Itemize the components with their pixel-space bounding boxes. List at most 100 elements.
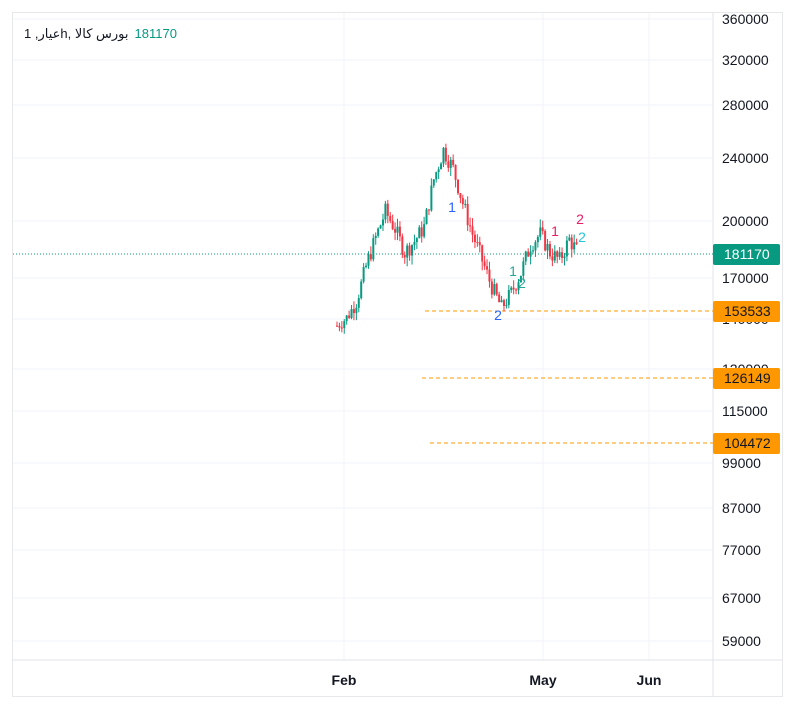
candle-body [423, 224, 426, 237]
candle-body [498, 294, 501, 303]
candle-body [367, 254, 370, 266]
candle-body [488, 269, 491, 282]
y-tick-label: 59000 [722, 633, 761, 649]
candle-body [510, 287, 513, 291]
price-level-tag [713, 301, 780, 322]
candle-body [403, 254, 406, 258]
candle-body [372, 238, 375, 260]
y-tick-label: 99000 [722, 455, 761, 471]
wave-label: 2 [494, 307, 502, 323]
y-tick-label: 280000 [722, 97, 769, 113]
y-tick-label: 170000 [722, 270, 769, 286]
candle-body [374, 235, 377, 239]
candle-body [568, 237, 571, 241]
candle-body [561, 252, 564, 258]
x-tick-label: May [529, 672, 556, 688]
chart-legend: عیار, 1h, بورس کالا 181170 [24, 26, 177, 42]
chart-frame[interactable] [12, 12, 783, 697]
candle-body [360, 281, 363, 299]
candle-body [345, 315, 348, 322]
wave-label: 1 [509, 263, 517, 279]
x-tick-label: Feb [332, 672, 357, 688]
candle-body [415, 238, 418, 243]
candle-body [381, 219, 384, 226]
candle-body [432, 179, 435, 186]
candle-body [435, 172, 438, 180]
y-tick-label: 360000 [722, 11, 769, 27]
candle-body [483, 261, 486, 267]
candle-body [500, 300, 503, 303]
price-level-tag-text: 153533 [724, 303, 771, 319]
candle-body [502, 300, 505, 306]
candle-body [493, 284, 496, 295]
candle-body [486, 266, 489, 270]
y-tick-label: 87000 [722, 500, 761, 516]
price-levels [13, 253, 713, 444]
candle-body [469, 225, 472, 227]
candle-body [536, 236, 539, 243]
candle-body [348, 315, 351, 318]
candle-body [338, 325, 341, 328]
candle-body [362, 267, 365, 282]
candle-body [454, 164, 457, 180]
price-level-tag-text: 104472 [724, 435, 771, 451]
y-tick-label: 240000 [722, 150, 769, 166]
candle-body [357, 298, 360, 308]
candle-body [379, 225, 382, 229]
candle-body [420, 227, 423, 237]
candle-body [449, 159, 452, 168]
price-level-tag [713, 433, 780, 454]
wave-label: 1 [551, 223, 559, 239]
candle-body [490, 281, 493, 295]
candle-body [343, 321, 346, 328]
candle-body [437, 169, 440, 173]
candle-body [505, 304, 508, 306]
candle-body [384, 203, 387, 220]
candle-body [425, 209, 428, 225]
candle-body [541, 227, 544, 232]
candle-body [442, 147, 445, 164]
price-axis: 3600003200002800002400002000001700001400… [713, 11, 780, 649]
candle-body [457, 179, 459, 194]
candle-body [369, 254, 372, 260]
candle-body [406, 245, 409, 258]
candle-body [517, 282, 520, 291]
y-tick-label: 115000 [722, 403, 768, 419]
candle-body [401, 236, 404, 255]
candle-body [350, 309, 353, 318]
legend-last-value: 181170 [134, 26, 177, 41]
candle-body [573, 242, 576, 250]
last-price-tag-text: 181170 [724, 246, 770, 262]
candle-body [352, 309, 355, 314]
candle-body [430, 185, 433, 211]
candle-body [391, 220, 394, 229]
y-tick-label: 200000 [722, 213, 769, 229]
candle-body [507, 290, 510, 305]
candle-body [386, 203, 389, 216]
candle-body [336, 325, 338, 327]
candle-body [411, 245, 414, 256]
candle-body [464, 203, 467, 205]
candle-body [575, 242, 578, 245]
candles [336, 143, 578, 334]
wave-label: 2 [578, 229, 586, 245]
candle-body [551, 256, 554, 261]
candle-body [546, 244, 549, 251]
candle-body [389, 215, 392, 221]
candle-body [558, 252, 561, 257]
candle-body [394, 228, 397, 233]
candle-body [408, 245, 411, 256]
y-tick-label: 320000 [722, 52, 769, 68]
candle-body [447, 161, 450, 168]
candle-body [512, 287, 515, 290]
candle-body [565, 240, 568, 257]
candle-body [544, 231, 547, 251]
candle-body [524, 251, 527, 262]
price-level-tag-text: 126149 [724, 370, 771, 386]
candle-body [519, 275, 522, 283]
candle-body [471, 226, 474, 235]
last-price-tag [713, 244, 780, 265]
candle-body [396, 226, 399, 233]
